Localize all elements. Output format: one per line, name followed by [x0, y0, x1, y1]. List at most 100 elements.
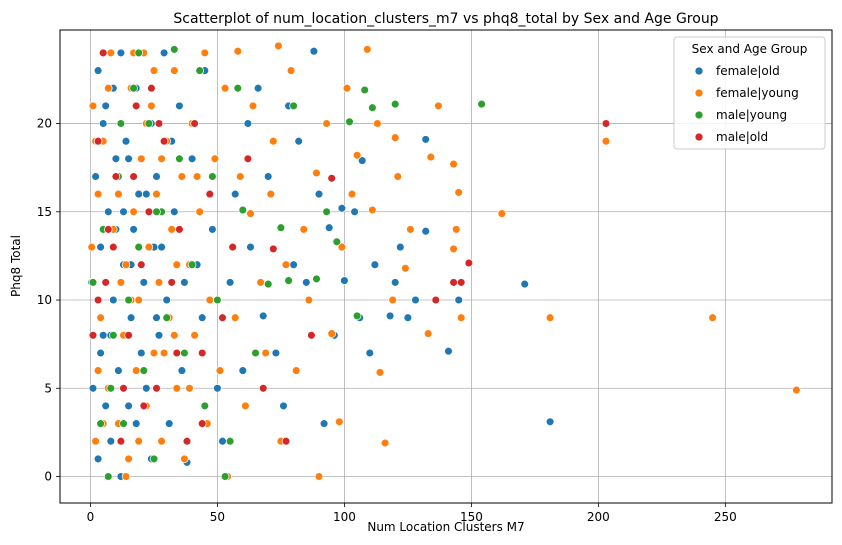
data-point	[195, 66, 204, 75]
data-point	[304, 295, 314, 305]
data-point	[187, 154, 197, 164]
data-point	[279, 401, 288, 411]
data-point	[116, 119, 126, 128]
data-point	[134, 189, 143, 199]
series-female-old	[87, 46, 555, 481]
data-point	[299, 225, 309, 234]
data-point	[159, 348, 169, 358]
data-point	[170, 66, 179, 75]
data-point	[134, 295, 143, 305]
data-point	[119, 384, 128, 393]
data-point	[220, 472, 230, 481]
data-point	[88, 101, 98, 111]
data-point	[149, 66, 159, 75]
data-point	[421, 226, 430, 236]
data-point	[319, 419, 329, 428]
y-tick-label: 5	[44, 381, 52, 395]
legend-label: female|young	[716, 86, 799, 100]
data-point	[177, 172, 187, 181]
data-point	[258, 384, 268, 393]
data-point	[139, 278, 149, 287]
data-point	[454, 188, 463, 197]
data-point	[93, 366, 103, 375]
data-point	[131, 101, 141, 111]
data-point	[497, 209, 507, 218]
plot-frame	[59, 29, 833, 504]
data-point	[157, 154, 166, 164]
y-axis-label: Phq8 Total	[9, 235, 23, 297]
data-point	[403, 313, 413, 322]
legend-marker	[694, 66, 704, 76]
data-point	[335, 417, 344, 427]
data-point	[368, 103, 377, 112]
data-point	[109, 331, 118, 340]
data-point	[350, 207, 359, 217]
data-point	[248, 101, 258, 111]
data-point	[228, 242, 237, 252]
data-point	[137, 260, 146, 269]
data-point	[243, 119, 253, 128]
data-point	[464, 258, 474, 268]
data-point	[98, 119, 108, 128]
data-point	[243, 154, 253, 164]
data-point	[444, 346, 453, 356]
data-point	[393, 172, 403, 181]
data-point	[101, 401, 110, 411]
data-point	[167, 225, 176, 234]
data-point	[88, 278, 98, 287]
data-point	[121, 136, 131, 146]
data-point	[197, 419, 207, 428]
data-point	[131, 419, 141, 428]
data-point	[106, 48, 116, 58]
data-point	[180, 348, 189, 358]
data-point	[205, 189, 215, 199]
data-point	[200, 401, 210, 411]
data-point	[261, 348, 270, 358]
data-point	[93, 66, 103, 75]
data-point	[175, 225, 184, 234]
data-point	[116, 48, 126, 58]
data-point	[396, 242, 405, 252]
data-point	[454, 295, 463, 305]
data-point	[236, 172, 245, 181]
data-point	[256, 278, 265, 287]
data-point	[177, 366, 187, 375]
data-point	[111, 172, 121, 181]
legend-label: male|young	[716, 108, 787, 122]
data-point	[213, 295, 222, 305]
data-point	[126, 313, 136, 322]
data-point	[154, 119, 164, 128]
data-point	[101, 278, 110, 287]
data-point	[152, 384, 161, 393]
legend-marker	[694, 132, 704, 142]
data-point	[159, 48, 169, 58]
data-point	[124, 331, 133, 340]
data-point	[172, 384, 182, 393]
data-point	[104, 472, 113, 481]
legend-label: male|old	[716, 130, 768, 144]
data-point	[708, 313, 717, 322]
data-point	[230, 189, 240, 199]
data-point	[88, 331, 98, 340]
data-point	[601, 136, 611, 146]
data-point	[137, 348, 146, 358]
data-point	[373, 119, 382, 128]
data-point	[134, 242, 143, 252]
data-point	[215, 366, 225, 375]
data-point	[545, 313, 555, 322]
data-point	[520, 279, 529, 289]
data-point	[385, 311, 395, 321]
data-point	[208, 225, 217, 234]
data-point	[269, 136, 278, 146]
data-point	[152, 207, 161, 217]
data-point	[390, 99, 400, 109]
data-point	[172, 348, 182, 358]
data-point	[601, 119, 611, 128]
legend-box	[673, 36, 826, 150]
data-point	[91, 172, 100, 181]
data-point	[162, 295, 171, 305]
data-point	[116, 436, 126, 446]
data-point	[347, 189, 357, 199]
data-point	[124, 454, 133, 464]
data-point	[119, 207, 128, 217]
